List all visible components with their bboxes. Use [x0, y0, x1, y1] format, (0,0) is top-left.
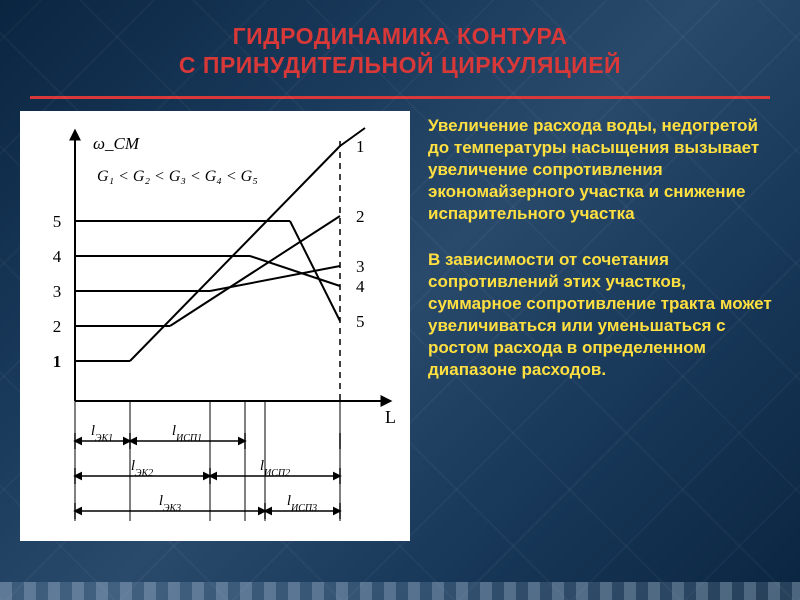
- svg-text:lИСП3: lИСП3: [287, 493, 317, 514]
- svg-text:2: 2: [53, 317, 62, 336]
- svg-text:3: 3: [53, 282, 62, 301]
- svg-text:G₁ < G₂ < G₃ < G₄ < G₅: G₁ < G₂ < G₃ < G₄ < G₅: [97, 168, 258, 185]
- svg-text:2: 2: [356, 207, 365, 226]
- title-line-1: ГИДРОДИНАМИКА КОНТУРА: [30, 22, 770, 51]
- text-panel: Увеличение расхода воды, недогретой до т…: [428, 111, 780, 541]
- diagram-panel: ω_СМLG₁ < G₂ < G₃ < G₄ < G₅5432112345lЭК…: [20, 111, 410, 541]
- svg-text:5: 5: [53, 212, 62, 231]
- svg-text:ω_СМ: ω_СМ: [93, 134, 140, 153]
- title-line-2: С ПРИНУДИТЕЛЬНОЙ ЦИРКУЛЯЦИЕЙ: [30, 51, 770, 80]
- svg-text:lИСП1: lИСП1: [172, 423, 202, 444]
- svg-text:lЭК2: lЭК2: [131, 458, 153, 479]
- slide-title: ГИДРОДИНАМИКА КОНТУРА С ПРИНУДИТЕЛЬНОЙ Ц…: [0, 0, 800, 90]
- svg-text:3: 3: [356, 257, 365, 276]
- svg-text:5: 5: [356, 312, 365, 331]
- svg-text:1: 1: [356, 137, 365, 156]
- diagram-svg: ω_СМLG₁ < G₂ < G₃ < G₄ < G₅5432112345lЭК…: [20, 111, 410, 541]
- svg-text:lЭК3: lЭК3: [159, 493, 181, 514]
- content-row: ω_СМLG₁ < G₂ < G₃ < G₄ < G₅5432112345lЭК…: [0, 99, 800, 551]
- svg-text:L: L: [385, 407, 396, 427]
- svg-text:1: 1: [53, 352, 62, 371]
- svg-text:lИСП2: lИСП2: [260, 458, 290, 479]
- footer-stripe: [0, 582, 800, 600]
- svg-text:lЭК1: lЭК1: [91, 423, 113, 444]
- paragraph-2: В зависимости от сочетания сопротивлений…: [428, 249, 780, 382]
- svg-text:4: 4: [356, 277, 365, 296]
- paragraph-1: Увеличение расхода воды, недогретой до т…: [428, 115, 780, 225]
- svg-text:4: 4: [53, 247, 62, 266]
